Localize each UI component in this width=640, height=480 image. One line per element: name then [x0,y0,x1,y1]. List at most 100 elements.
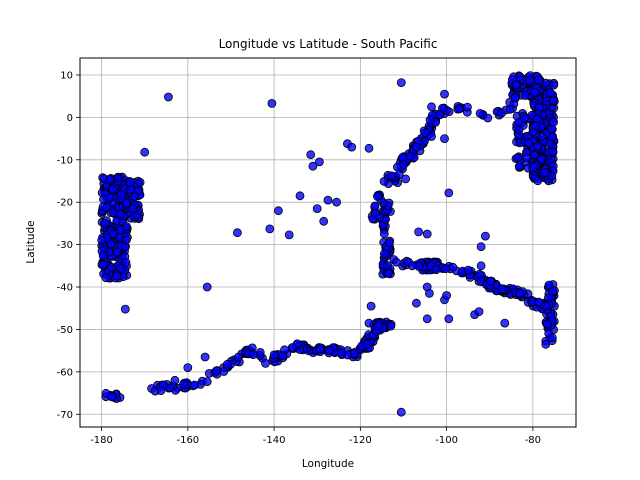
scatter-point [440,134,449,144]
scatter-point [541,339,551,349]
scatter-point [548,147,558,157]
scatter-point [394,170,404,180]
scatter-point [524,138,534,148]
scatter-point [462,102,472,112]
scatter-point [121,258,131,267]
scatter-point [448,262,458,272]
scatter-point [497,108,506,118]
scatter-point [549,117,558,127]
scatter-point [401,174,411,184]
scatter-point [97,235,107,245]
y-tick-label: -50 [57,325,73,336]
scatter-point [525,75,535,85]
scatter-point [396,78,406,87]
scatter-point [549,95,558,105]
scatter-point [379,249,389,259]
scatter-point [165,383,175,393]
scatter-point [287,343,297,352]
scatter-point [505,104,515,114]
scatter-point [411,298,421,308]
scatter-point [108,229,118,239]
scatter-point [156,386,166,396]
scatter-point [440,89,449,99]
scatter-point [435,110,445,120]
scatter-point [325,346,335,356]
scatter-point [312,204,322,214]
scatter-point [531,121,541,131]
scatter-point [202,377,212,387]
scatter-point [108,184,117,194]
scatter-point [306,150,316,160]
scatter-point [424,288,434,298]
scatter-point [547,171,557,181]
scatter-point [379,176,389,186]
scatter-point [534,297,544,307]
scatter-point [99,260,108,270]
scatter-point [364,143,374,153]
scatter-point [483,113,493,123]
scatter-point [530,150,539,160]
scatter-point [497,284,507,294]
scatter-point [537,154,546,164]
y-tick-label: 0 [67,113,73,124]
scatter-point [120,242,130,252]
scatter-point [261,358,270,368]
scatter-point [385,238,394,247]
scatter-point [265,224,275,234]
scatter-point [140,147,150,157]
scatter-point [522,153,532,163]
x-axis-label: Longitude [302,458,354,470]
scatter-point [548,287,558,296]
scatter-point [190,380,200,390]
scatter-point [319,216,329,226]
x-tick-label: -80 [525,435,541,446]
scatter-point [233,352,243,362]
scatter-point [387,171,397,181]
scatter-point [366,301,376,311]
scatter-point [269,350,279,360]
scatter-point [116,263,126,273]
scatter-point [278,351,288,361]
scatter-point [384,268,393,278]
scatter-point [373,321,383,331]
scatter-point [407,261,417,271]
scatter-point [427,132,436,141]
scatter-point [284,230,294,240]
scatter-point [232,228,242,238]
scatter-point [372,191,382,201]
scatter-point [183,363,193,373]
x-tick-label: -140 [263,435,286,446]
scatter-point [486,276,496,286]
scatter-point [422,229,432,239]
scatter-point [130,192,140,201]
x-tick-label: -120 [349,435,372,446]
scatter-point [200,352,210,362]
scatter-point [455,104,464,114]
scatter-point [107,392,117,402]
scatter-point [308,161,318,171]
scatter-point [128,204,138,214]
scatter-point [542,319,552,329]
scatter-point [248,350,258,360]
scatter-point [396,407,406,417]
scatter-point [405,151,415,161]
y-tick-label: -30 [57,240,73,251]
scatter-point [533,141,543,151]
scatter-point [122,222,131,231]
scatter-point [112,271,122,281]
scatter-point [547,333,557,343]
chart-title: Longitude vs Latitude - South Pacific [219,37,438,51]
scatter-point [514,125,524,135]
scatter-point [515,288,525,298]
scatter-point [170,375,180,385]
x-tick-label: -180 [90,435,113,446]
x-tick-label: -100 [435,435,458,446]
x-tick-label: -160 [176,435,199,446]
scatter-point [513,153,523,163]
scatter-point [222,359,232,369]
scatter-point [267,99,277,108]
scatter-point [179,379,189,389]
scatter-point [533,176,543,186]
